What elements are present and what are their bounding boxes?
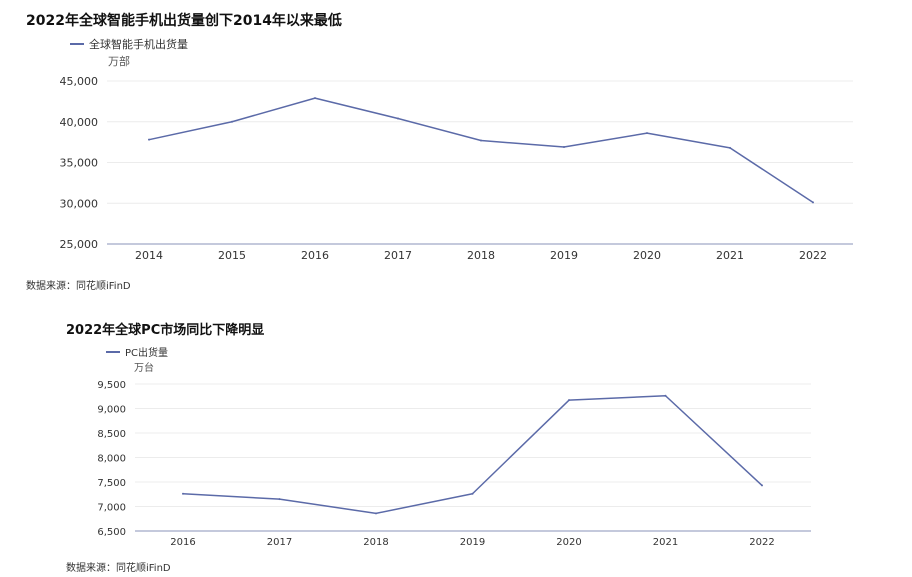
chart-2-y-tick-label: 7,500 xyxy=(97,478,126,489)
chart-2-unit-label: 万台 xyxy=(134,363,154,374)
chart-1-x-tick-label: 2014 xyxy=(135,249,163,262)
chart-2-source: 数据来源：同花顺iFinD xyxy=(66,563,171,574)
chart-1-y-tick-label: 45,000 xyxy=(60,75,99,88)
chart-1-data-point xyxy=(480,139,482,142)
chart-1-x-tick-label: 2015 xyxy=(218,249,246,262)
chart-1-legend-label: 全球智能手机出货量 xyxy=(89,38,188,51)
chart-2-data-point xyxy=(471,492,474,495)
chart-1-data-point xyxy=(148,138,150,141)
chart-2-data-point xyxy=(375,512,377,515)
chart-1-legend-swatch xyxy=(70,43,84,45)
chart-2-data-point xyxy=(568,399,570,402)
chart-2-x-tick-label: 2022 xyxy=(749,537,774,548)
chart-1-data-point xyxy=(314,97,316,100)
chart-1-data-point xyxy=(231,120,233,123)
chart-1-x-tick-label: 2016 xyxy=(301,249,329,262)
chart-2-y-tick-label: 9,500 xyxy=(97,380,126,391)
chart-2-x-tick-label: 2021 xyxy=(653,537,678,548)
chart-1-x-tick-label: 2019 xyxy=(550,249,578,262)
chart-2-y-tick-label: 8,500 xyxy=(97,429,126,440)
chart-1-x-tick-label: 2018 xyxy=(467,249,495,262)
chart-2-title: 2022年全球PC市场同比下降明显 xyxy=(66,323,265,338)
chart-2-legend-swatch xyxy=(106,350,120,353)
chart-2-data-point xyxy=(664,394,667,397)
chart-1-y-tick-label: 40,000 xyxy=(60,116,99,129)
chart-2-x-tick-label: 2016 xyxy=(170,537,195,548)
chart-2-x-tick-label: 2017 xyxy=(267,537,292,548)
chart-1-data-point xyxy=(729,146,731,149)
chart-1-source: 数据来源：同花顺iFinD xyxy=(26,281,131,292)
chart-2-data-point xyxy=(278,498,281,501)
chart-2-legend[interactable]: PC出货量 xyxy=(106,344,168,359)
chart-2-x-tick-label: 2020 xyxy=(556,537,581,548)
chart-1-title: 2022年全球智能手机出货量创下2014年以来最低 xyxy=(26,13,342,29)
chart-1-legend[interactable]: 全球智能手机出货量 xyxy=(70,36,188,52)
chart-2-data-point xyxy=(761,484,763,487)
chart-1-y-tick-label: 25,000 xyxy=(60,238,99,251)
chart-1-y-tick-label: 30,000 xyxy=(60,197,99,210)
chart-2-y-tick-label: 6,500 xyxy=(97,527,126,538)
chart-1-x-tick-label: 2020 xyxy=(633,249,661,262)
chart-1-data-point xyxy=(812,201,814,204)
chart-1-data-point xyxy=(397,117,399,120)
chart-1-data-point xyxy=(563,146,565,149)
chart-1-data-point xyxy=(646,132,648,135)
chart-2-y-tick-label: 8,000 xyxy=(97,454,126,465)
chart-2-y-tick-label: 9,000 xyxy=(97,405,126,416)
chart-1-x-tick-label: 2021 xyxy=(716,249,744,262)
chart-2-y-tick-label: 7,000 xyxy=(97,503,126,514)
chart-2-legend-label: PC出货量 xyxy=(125,348,169,359)
chart-1-unit-label: 万部 xyxy=(108,55,130,68)
chart-2-x-tick-label: 2019 xyxy=(460,537,485,548)
chart-2-x-tick-label: 2018 xyxy=(363,537,388,548)
chart-1-y-tick-label: 35,000 xyxy=(60,157,99,170)
chart-2-data-point xyxy=(182,492,184,495)
chart-1-x-tick-label: 2017 xyxy=(384,249,412,262)
chart-2-series-line xyxy=(182,395,763,515)
chart-1-x-tick-label: 2022 xyxy=(799,249,827,262)
